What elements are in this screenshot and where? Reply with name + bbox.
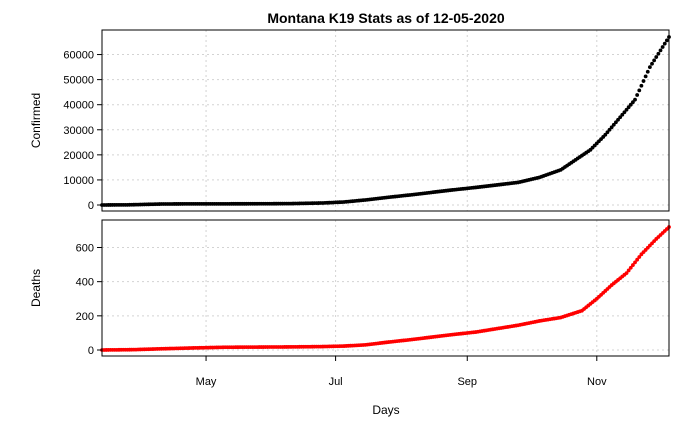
data-point — [645, 69, 650, 74]
data-point — [616, 117, 620, 122]
data-point — [626, 268, 631, 273]
confirmed-panel: 0 10000 20000 30000 40000 50000 60000 Confirme… — [29, 29, 671, 212]
deaths-panel: 0 200 400 600 Deaths May Jul Sep Nov — [29, 219, 671, 388]
data-point — [624, 107, 629, 112]
data-point — [622, 110, 627, 115]
data-point — [633, 97, 637, 102]
y-tick-label: 50000 — [63, 75, 94, 87]
data-point — [637, 255, 642, 259]
x-axis-label: Days — [372, 403, 399, 417]
data-point — [641, 79, 646, 83]
confirmed-series — [100, 35, 671, 207]
data-point — [637, 88, 642, 93]
x-tick-label: Jul — [329, 376, 343, 388]
y-tick-label: 60000 — [63, 50, 94, 62]
data-point — [654, 55, 659, 59]
confirmed-grid — [102, 30, 669, 211]
x-axis: May Jul Sep Nov — [196, 356, 607, 388]
confirmed-plot-frame — [101, 29, 670, 212]
data-point — [643, 74, 648, 79]
y-tick-label: 200 — [76, 311, 94, 323]
y-tick-label: 600 — [76, 243, 94, 255]
x-tick-label: Sep — [457, 376, 477, 388]
y-tick-label: 0 — [88, 200, 94, 212]
data-point — [628, 102, 633, 107]
data-point — [626, 105, 631, 110]
data-point — [656, 51, 661, 56]
chart-title: Montana K19 Stats as of 12-05-2020 — [267, 10, 505, 26]
data-point — [650, 61, 654, 66]
y-tick-label: 20000 — [63, 150, 94, 162]
data-point — [603, 132, 608, 137]
confirmed-y-axis: 0 10000 20000 30000 40000 50000 60000 — [63, 50, 102, 212]
data-point — [660, 45, 665, 49]
data-point — [664, 38, 669, 43]
data-point — [658, 48, 663, 53]
data-point — [635, 257, 640, 262]
deaths-y-axis: 0 200 400 600 — [76, 243, 102, 357]
data-point — [628, 265, 633, 270]
y-tick-label: 40000 — [63, 100, 94, 112]
data-point — [611, 122, 616, 127]
y-tick-label: 0 — [88, 345, 94, 357]
y-tick-label: 400 — [76, 277, 94, 289]
deaths-grid — [102, 220, 669, 356]
data-point — [633, 260, 637, 265]
data-point — [618, 115, 623, 120]
data-point — [662, 41, 667, 46]
y-tick-label: 30000 — [63, 125, 94, 137]
data-point — [624, 271, 629, 276]
data-point — [630, 263, 635, 267]
x-tick-label: May — [196, 376, 217, 388]
confirmed-y-label: Confirmed — [29, 93, 43, 148]
data-point — [635, 93, 640, 97]
data-point — [620, 112, 625, 117]
data-point — [614, 120, 618, 125]
data-point — [652, 58, 657, 63]
x-tick-label: Nov — [587, 376, 607, 388]
y-tick-label: 10000 — [63, 175, 94, 187]
data-point — [605, 130, 610, 135]
deaths-y-label: Deaths — [29, 269, 43, 307]
deaths-series — [100, 225, 671, 352]
data-point — [647, 65, 652, 69]
data-point — [630, 100, 635, 105]
data-point — [607, 127, 612, 132]
data-point — [639, 83, 644, 88]
data-point — [609, 125, 614, 130]
deaths-plot-frame — [101, 219, 670, 357]
